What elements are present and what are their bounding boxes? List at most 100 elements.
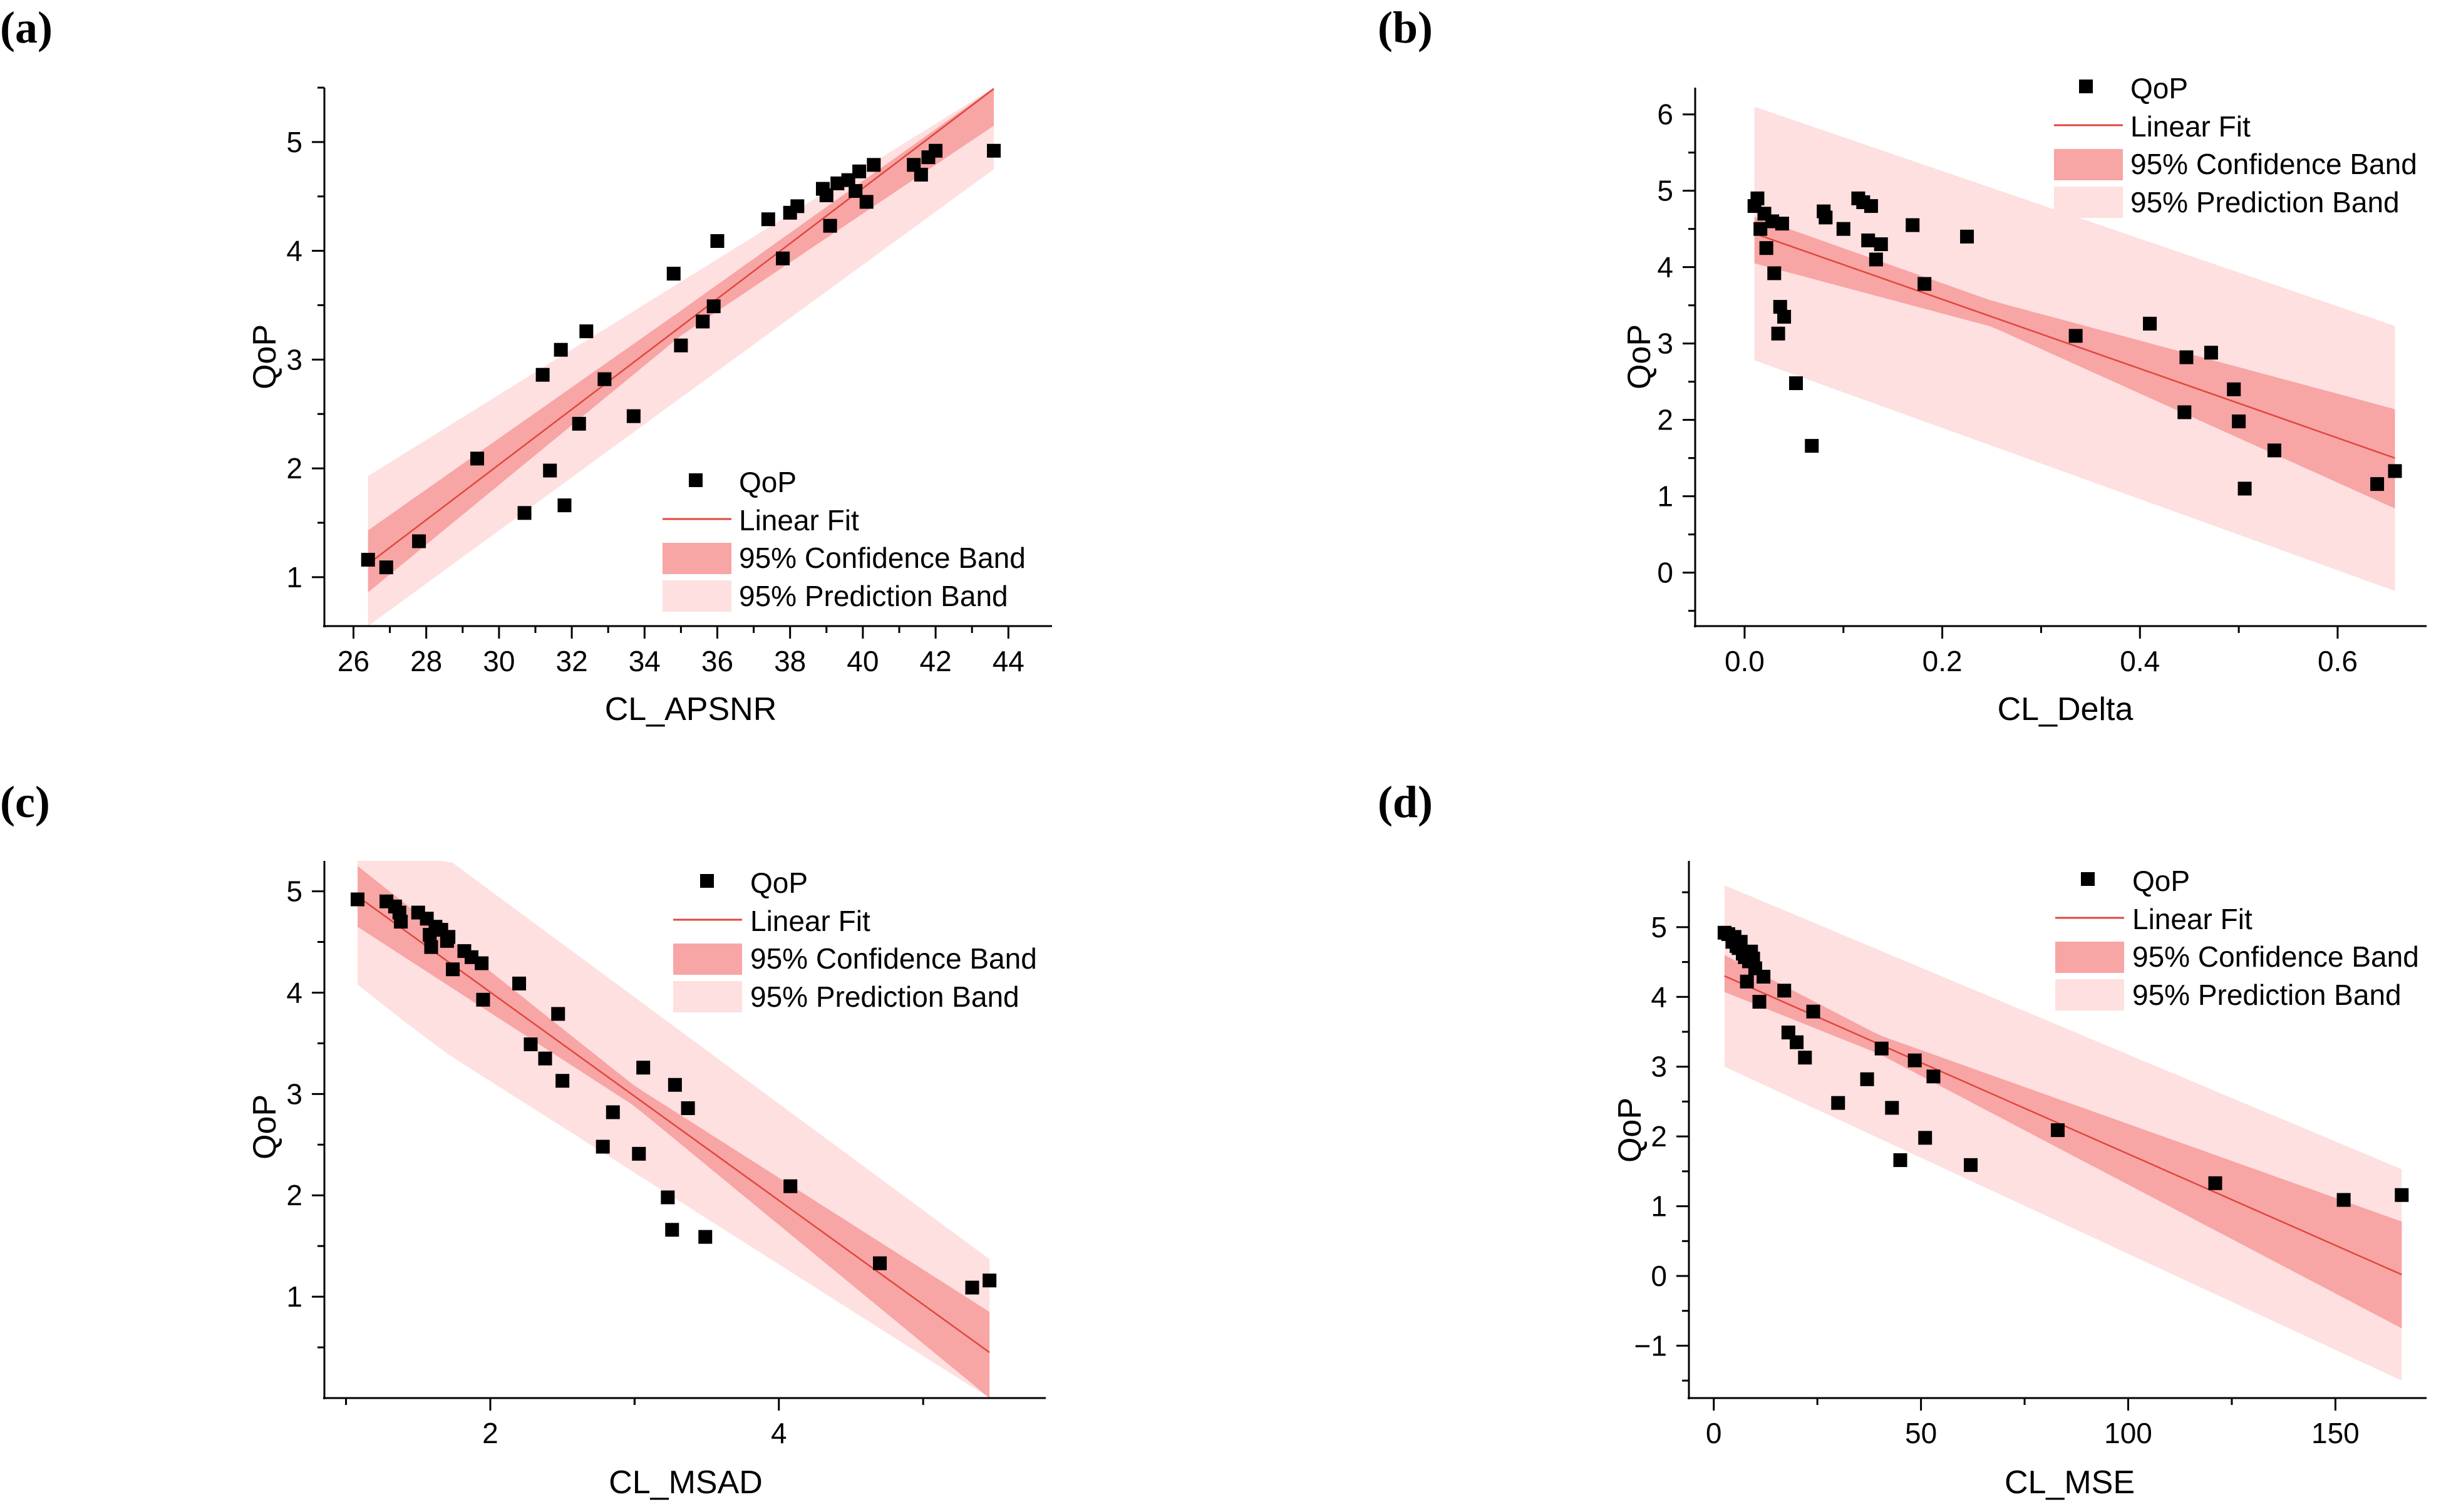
y-tick-label: 4: [1657, 251, 1673, 284]
panel-b-data-points: [1747, 191, 2402, 496]
panel-b: (b) 0.0 0.2 0.4 0.6 0 1 2 3 4 5 6 CL_Delta QoP QoP…: [1378, 3, 2427, 728]
data-point: [776, 251, 790, 265]
data-point: [579, 324, 594, 339]
panel-b-letter: (b): [1378, 3, 1433, 53]
legend-points-label: QoP: [739, 466, 797, 498]
panel-c-y-axis-title: QoP: [247, 1094, 283, 1160]
x-tick-label: 36: [701, 645, 733, 677]
panel-c-letter: (c): [0, 777, 50, 827]
panel-a-letter: (a): [0, 3, 53, 53]
panel-c-x-axis-title: CL_MSAD: [609, 1464, 763, 1501]
legend-points-label: QoP: [2130, 72, 2188, 105]
data-point: [476, 992, 490, 1007]
panel-d-legend: QoP Linear Fit 95% Confidence Band 95% P…: [2055, 865, 2419, 1011]
x-tick-label: 0.0: [1725, 645, 1765, 677]
panel-c-axes: [323, 861, 1046, 1399]
data-point: [524, 1037, 538, 1052]
y-tick-label: 3: [286, 1077, 302, 1110]
y-tick-label: 1: [286, 561, 302, 594]
data-point: [1752, 995, 1767, 1009]
data-point: [929, 143, 943, 158]
data-point: [1906, 218, 1920, 232]
data-point: [2370, 477, 2385, 491]
legend-fit-label: Linear Fit: [739, 504, 859, 537]
panel-a-y-axis-title: QoP: [247, 324, 283, 389]
legend-confidence-swatch: [2055, 942, 2124, 973]
data-point: [1874, 1041, 1889, 1056]
data-point: [696, 314, 710, 329]
data-point: [1874, 237, 1888, 252]
data-point: [674, 338, 688, 352]
data-point: [470, 451, 485, 466]
data-point: [361, 553, 375, 567]
data-point: [441, 930, 456, 944]
legend-confidence-swatch: [663, 543, 731, 574]
data-point: [852, 164, 867, 178]
y-tick-label: 5: [286, 875, 302, 908]
y-tick-label: 3: [1657, 327, 1673, 360]
data-point: [2336, 1193, 2351, 1207]
panel-d-y-axis-title: QoP: [1612, 1098, 1648, 1163]
legend-confidence-label: 95% Confidence Band: [739, 542, 1026, 574]
legend-confidence-label: 95% Confidence Band: [2132, 940, 2419, 973]
data-point: [841, 173, 855, 187]
data-point: [761, 212, 775, 227]
data-point: [1836, 222, 1850, 236]
data-point: [597, 372, 612, 386]
data-point: [819, 188, 833, 202]
data-point: [823, 219, 837, 233]
data-point: [1917, 277, 1932, 291]
legend-fit-label: Linear Fit: [2130, 110, 2251, 143]
data-point: [1798, 1051, 1812, 1065]
legend-prediction-swatch: [2055, 979, 2124, 1011]
panel-a-confidence-band: [368, 88, 994, 593]
x-tick-label: 100: [2104, 1417, 2152, 1449]
data-point: [512, 976, 527, 990]
data-point: [830, 176, 845, 190]
y-tick-label: 2: [286, 452, 302, 485]
x-tick-label: 40: [847, 645, 879, 677]
panel-c-fit-line: [357, 895, 990, 1354]
y-tick-label: 6: [1657, 98, 1673, 131]
x-tick-label: 2: [482, 1417, 498, 1449]
data-point: [1788, 376, 1803, 391]
x-tick-label: 44: [993, 645, 1024, 677]
panel-d-ticks: 0 50 100 150 −1 0 1 2 3 4 5: [1634, 891, 2360, 1449]
data-point: [2208, 1176, 2222, 1190]
y-tick-label: 2: [1651, 1120, 1667, 1153]
panel-b-ticks: 0.0 0.2 0.4 0.6 0 1 2 3 4 5 6: [1657, 98, 2358, 677]
data-point: [626, 409, 641, 423]
data-point: [636, 1061, 651, 1075]
data-point: [2227, 382, 2241, 396]
legend-fit-label: Linear Fit: [2132, 903, 2252, 935]
data-point: [1777, 984, 1792, 998]
y-tick-label: 5: [1657, 175, 1673, 207]
confidence-band-area: [368, 88, 994, 593]
data-point: [2204, 346, 2218, 360]
y-tick-label: 5: [1651, 911, 1667, 944]
data-point: [446, 962, 460, 977]
panel-d-confidence-band: [1724, 955, 2402, 1329]
data-point: [983, 1273, 997, 1288]
data-point: [1819, 210, 1833, 225]
panel-a-x-axis-title: CL_APSNR: [605, 691, 777, 728]
data-point: [2267, 443, 2281, 458]
data-point: [2388, 464, 2402, 478]
panel-d: (d) 0 50 100 150 −1 0 1 2 3 4 5 CL_MSE QoP QoP Lin…: [1378, 777, 2427, 1501]
data-point: [1907, 1053, 1922, 1067]
data-point: [1777, 309, 1792, 324]
data-point: [783, 1179, 798, 1193]
data-point: [2143, 316, 2157, 331]
data-point: [1771, 326, 1785, 341]
data-point: [632, 1146, 646, 1161]
legend-prediction-label: 95% Prediction Band: [739, 580, 1008, 612]
y-tick-label: 0: [1657, 557, 1673, 589]
data-point: [538, 1051, 552, 1066]
data-point: [2395, 1188, 2409, 1202]
legend-prediction-label: 95% Prediction Band: [2132, 979, 2402, 1011]
y-tick-label: 0: [1651, 1260, 1667, 1292]
y-tick-label: 1: [286, 1280, 302, 1313]
data-point: [873, 1256, 887, 1270]
data-point: [554, 342, 568, 357]
y-tick-label: 2: [1657, 404, 1673, 436]
